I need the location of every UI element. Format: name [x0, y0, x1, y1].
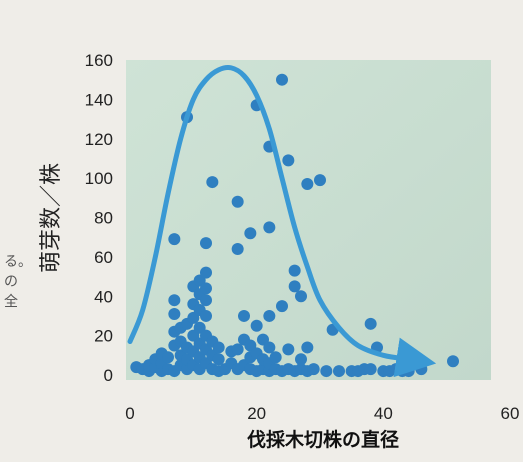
x-axis: 0 20 40 60	[125, 404, 519, 423]
trend-curve	[127, 64, 437, 378]
x-axis-label: 伐採木切株の直径	[247, 428, 399, 451]
y-tick-label: 60	[94, 248, 113, 267]
data-point	[288, 264, 301, 277]
data-point	[231, 243, 244, 255]
data-point	[168, 233, 181, 246]
data-point	[402, 365, 415, 378]
y-tick-label: 160	[85, 51, 113, 70]
data-point	[200, 309, 212, 322]
data-point	[276, 73, 288, 86]
data-point	[333, 365, 345, 378]
data-point	[212, 341, 225, 354]
data-point	[364, 317, 377, 330]
data-point	[231, 343, 244, 356]
x-tick-label: 20	[247, 404, 266, 423]
data-point	[282, 154, 295, 167]
data-point	[314, 174, 326, 187]
data-point	[263, 341, 276, 354]
data-point	[320, 365, 333, 378]
data-point	[295, 353, 307, 366]
data-point	[162, 351, 174, 364]
y-axis: 0 20 40 60 80 100 120 140 160	[85, 51, 113, 385]
data-point	[282, 343, 295, 356]
data-point	[238, 309, 250, 322]
margin-text-line: 全	[4, 294, 18, 310]
data-point	[276, 300, 288, 313]
y-tick-label: 80	[94, 209, 113, 228]
data-point	[244, 227, 257, 240]
data-point	[200, 294, 212, 307]
data-point	[212, 353, 225, 366]
y-tick-label: 0	[104, 366, 113, 385]
data-point	[269, 351, 282, 364]
data-point	[263, 309, 276, 322]
data-point	[307, 363, 320, 376]
x-tick-label: 0	[125, 404, 134, 423]
data-point	[200, 282, 212, 295]
data-point	[206, 176, 219, 189]
data-point	[288, 280, 301, 293]
y-tick-label: 20	[94, 327, 113, 346]
data-point	[301, 178, 314, 191]
data-point	[295, 290, 307, 303]
page-margin-text: る。 の 全	[4, 252, 32, 312]
margin-text-line: の	[4, 274, 18, 290]
data-point	[364, 363, 377, 376]
data-point	[231, 195, 244, 208]
data-point	[415, 363, 428, 376]
data-point	[168, 307, 181, 320]
y-tick-label: 140	[85, 90, 113, 109]
data-point	[447, 355, 459, 368]
data-point	[200, 237, 212, 250]
y-tick-label: 40	[94, 287, 113, 306]
data-point	[301, 341, 314, 354]
data-point	[250, 319, 263, 332]
x-tick-label: 60	[501, 404, 520, 423]
y-tick-label: 120	[85, 130, 113, 149]
data-point	[200, 266, 212, 279]
data-point	[263, 221, 276, 234]
y-axis-label: 萌芽数／株	[38, 163, 63, 273]
x-tick-label: 40	[374, 404, 393, 423]
data-point	[168, 294, 181, 307]
y-tick-label: 100	[85, 169, 113, 188]
margin-text-line: る。	[4, 254, 32, 270]
